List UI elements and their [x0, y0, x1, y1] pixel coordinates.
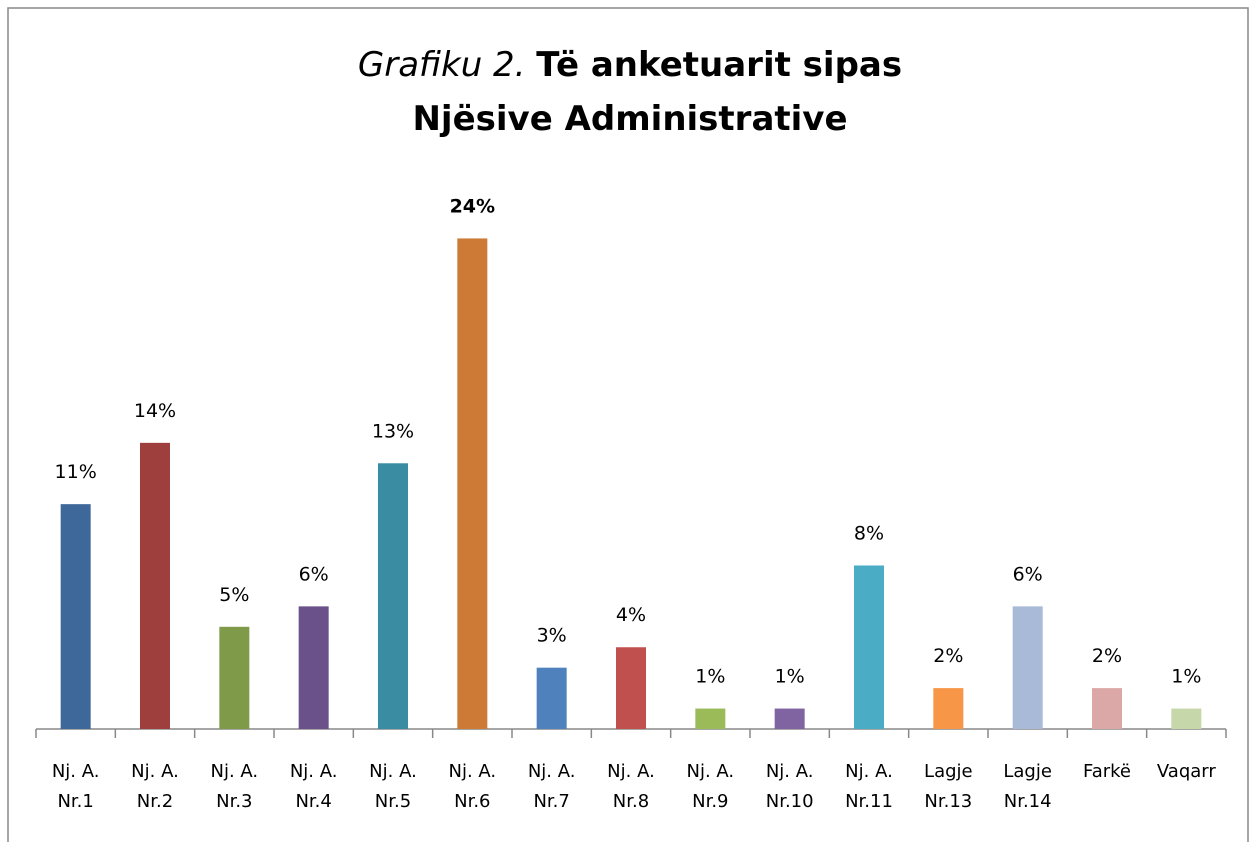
x-tick-label: Nj. A. Nr.8: [607, 761, 655, 812]
bar: [536, 667, 567, 729]
x-tick-label: Nj. A. Nr.10: [765, 761, 814, 812]
data-label: 1%: [775, 666, 805, 688]
bar: [60, 504, 91, 729]
data-label: 8%: [854, 522, 884, 544]
data-label: 2%: [933, 645, 963, 667]
data-label: 6%: [1013, 563, 1043, 585]
data-label: 2%: [1092, 645, 1122, 667]
data-label: 13%: [372, 420, 414, 442]
data-label: 11%: [55, 461, 97, 483]
data-label: 5%: [219, 584, 249, 606]
data-label: 1%: [695, 666, 725, 688]
bar: [854, 565, 884, 729]
bar: [1012, 606, 1043, 729]
data-label: 4%: [616, 604, 646, 626]
bar: [140, 442, 170, 729]
x-tick-label: Nj. A. Nr.3: [210, 761, 259, 812]
data-label: 14%: [134, 400, 176, 422]
x-tick-label: Nj. A. Nr.11: [845, 761, 893, 812]
x-tick-label: Nj. A. Nr.4: [289, 761, 338, 812]
x-tick-label: Farkë: [1083, 761, 1131, 782]
bar: [933, 688, 964, 729]
data-label: 24%: [450, 195, 495, 217]
bar: [457, 238, 488, 729]
title-italic: Grafiku 2.: [357, 45, 526, 85]
data-label: 1%: [1171, 666, 1201, 688]
x-tick-label: Nj. A. Nr.1: [51, 761, 100, 812]
data-label: 6%: [299, 563, 329, 585]
bar: [219, 626, 250, 729]
data-label: 3%: [537, 625, 567, 647]
bar: [1171, 708, 1202, 729]
bar: [298, 606, 329, 729]
x-tick-label: Lagje Nr.14: [1003, 761, 1052, 812]
bar: [1092, 688, 1122, 729]
chart-title: Grafiku 2. Të anketuarit sipas Njësive A…: [330, 38, 930, 146]
x-tick-label: Nj. A. Nr.6: [448, 761, 497, 812]
x-tick-label: Nj. A. Nr.7: [527, 761, 576, 812]
bar: [774, 708, 805, 729]
title-bold: Të anketuarit sipas Njësive Administrati…: [412, 45, 903, 139]
bar: [616, 647, 646, 729]
x-tick-label: Lagje Nr.13: [924, 761, 973, 812]
bar: [378, 463, 408, 729]
x-tick-label: Vaqarr: [1156, 761, 1216, 782]
chart-border: [7, 7, 1249, 842]
bar: [695, 708, 726, 729]
x-tick-label: Nj. A. Nr.2: [131, 761, 179, 812]
x-tick-label: Nj. A. Nr.5: [369, 761, 417, 812]
x-tick-label: Nj. A. Nr.9: [686, 761, 735, 812]
